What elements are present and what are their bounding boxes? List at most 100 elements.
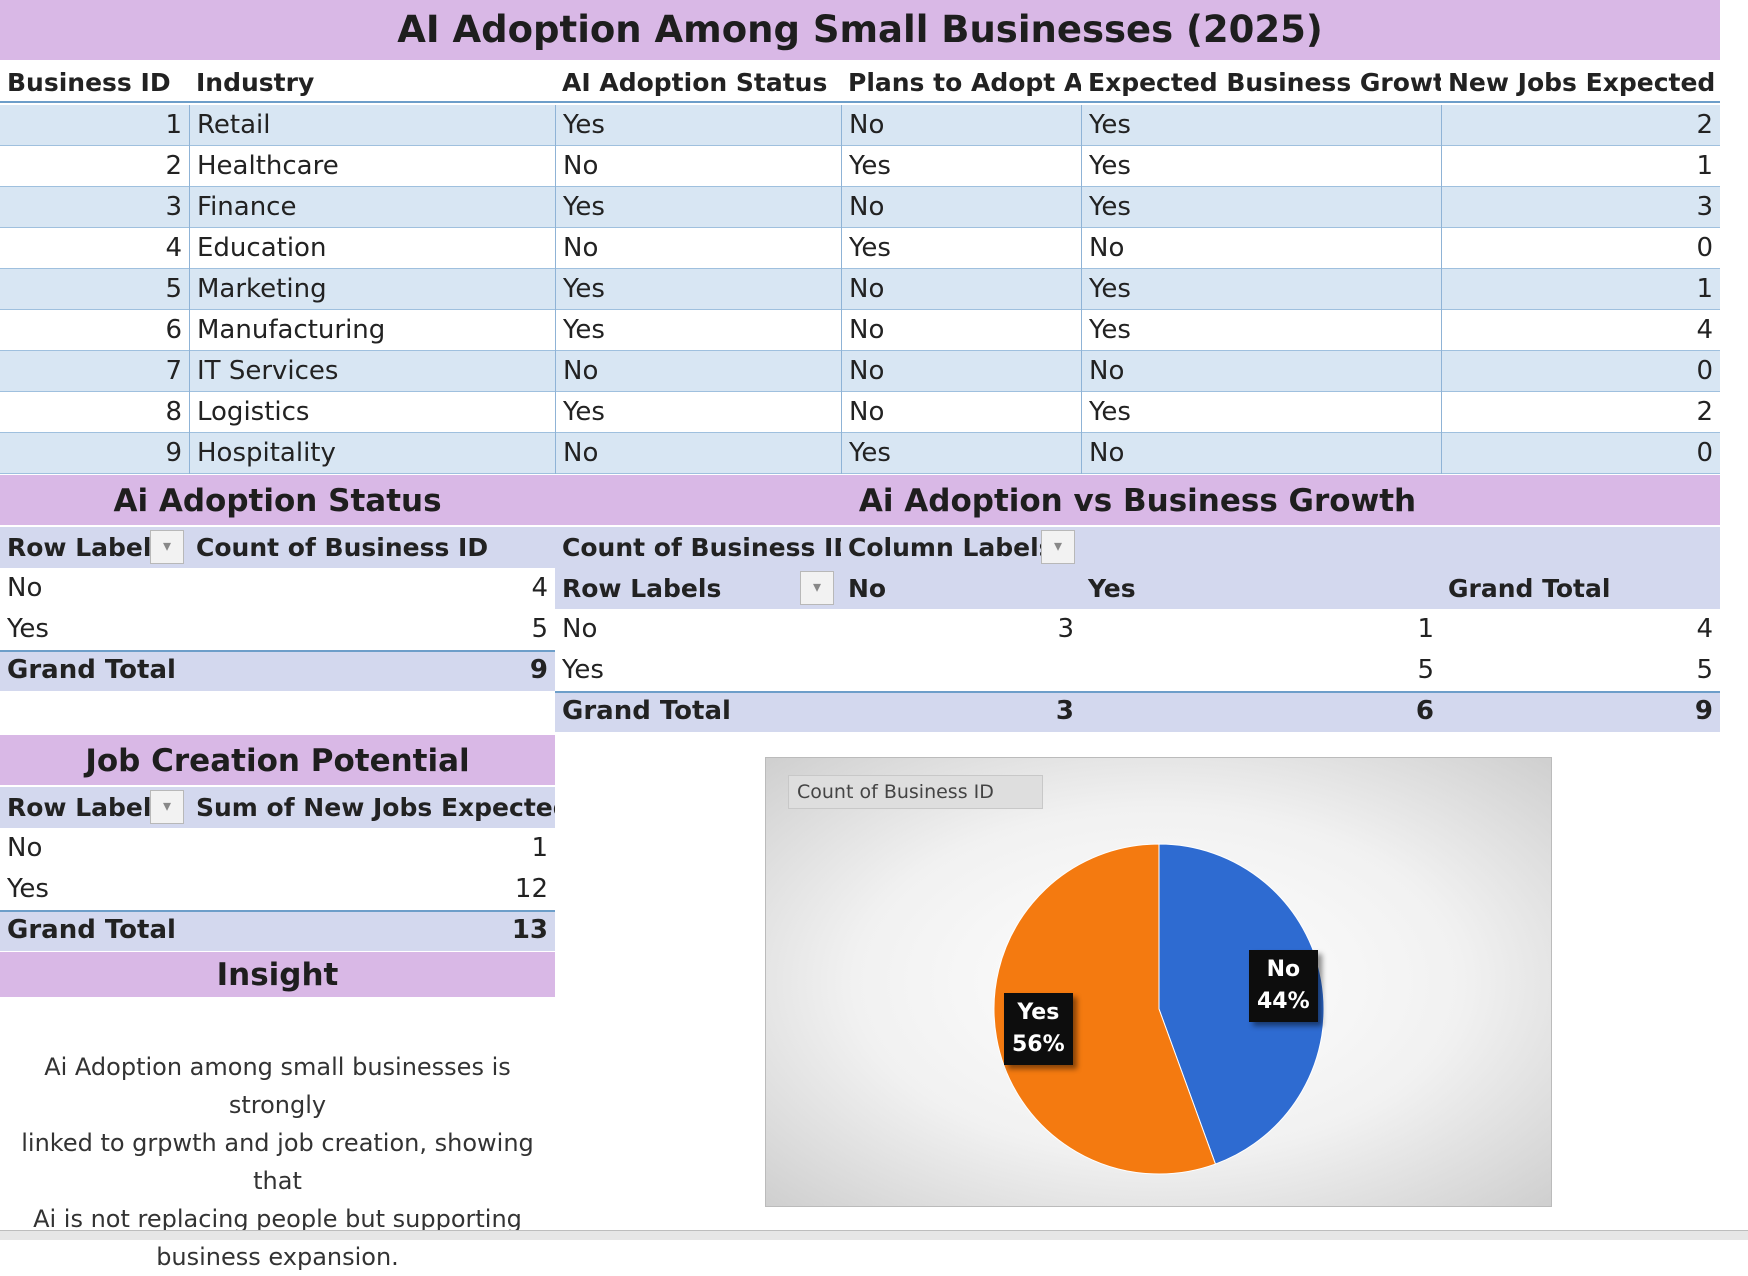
pivot-row-value: 4 [531, 573, 548, 603]
cell-industry[interactable]: Marketing [189, 269, 555, 310]
cell-expected-growth[interactable]: No [1081, 351, 1441, 392]
cell-ai-adoption[interactable]: No [555, 351, 841, 392]
pivot-row-label[interactable]: Yes [7, 614, 49, 644]
header-plans-to-adopt[interactable]: Plans to Adopt AI [848, 68, 1081, 97]
job-pivot-row-label[interactable]: Yes [7, 874, 49, 904]
cell-expected-growth[interactable]: No [1081, 433, 1441, 474]
cell-plans-to-adopt[interactable]: Yes [841, 146, 1081, 187]
header-expected-growth[interactable]: Expected Business Growth [1088, 68, 1441, 97]
table-row: 2 Healthcare No Yes Yes 1 [0, 146, 1720, 187]
cell-industry[interactable]: Finance [189, 187, 555, 228]
crosstab-row-label[interactable]: No [562, 614, 598, 644]
cell-new-jobs[interactable]: 1 [1441, 269, 1720, 310]
crosstab-row-labels[interactable]: Row Labels [562, 574, 722, 603]
job-pivot-total-value: 13 [511, 915, 548, 945]
column-labels-filter-dropdown[interactable]: ▾ [1041, 530, 1075, 564]
job-creation-pivot: Row Labels ▾ Sum of New Jobs Expected No… [0, 787, 555, 952]
cell-ai-adoption[interactable]: Yes [555, 310, 841, 351]
table-row: 4 Education No Yes No 0 [0, 228, 1720, 269]
cell-expected-growth[interactable]: No [1081, 228, 1441, 269]
cell-plans-to-adopt[interactable]: No [841, 392, 1081, 433]
job-pivot-row-label[interactable]: No [7, 833, 43, 863]
cell-business-id[interactable]: 6 [165, 315, 182, 345]
main-table-header-row: Business ID Industry AI Adoption Status … [0, 62, 1720, 103]
header-industry[interactable]: Industry [196, 68, 315, 97]
job-pivot-row-value: 12 [514, 874, 548, 904]
cell-ai-adoption[interactable]: Yes [555, 269, 841, 310]
cell-expected-growth[interactable]: Yes [1081, 392, 1441, 433]
pie-label-yes: Yes 56% [1004, 993, 1073, 1065]
pie-label-no-percent: 44% [1257, 989, 1310, 1014]
cell-expected-growth[interactable]: Yes [1081, 105, 1441, 146]
header-business-id[interactable]: Business ID [7, 68, 171, 97]
cell-plans-to-adopt[interactable]: No [841, 269, 1081, 310]
cell-new-jobs[interactable]: 3 [1441, 187, 1720, 228]
cell-industry[interactable]: Manufacturing [189, 310, 555, 351]
pie-field-button[interactable]: Count of Business ID [788, 775, 1043, 809]
cell-new-jobs[interactable]: 1 [1441, 146, 1720, 187]
pie-slice-yes[interactable] [993, 843, 1217, 1175]
insight-line: linked to grpwth and job creation, showi… [21, 1129, 534, 1195]
cell-business-id[interactable]: 8 [165, 397, 182, 427]
pivot-count-header[interactable]: Count of Business ID [196, 533, 489, 562]
crosstab-row-labels-filter-dropdown[interactable]: ▾ [800, 571, 834, 605]
cell-plans-to-adopt[interactable]: No [841, 310, 1081, 351]
pie-chart-area[interactable]: Count of Business ID No 44% Yes 56% [765, 757, 1552, 1207]
cell-ai-adoption[interactable]: No [555, 146, 841, 187]
cell-ai-adoption[interactable]: Yes [555, 392, 841, 433]
cell-plans-to-adopt[interactable]: Yes [841, 228, 1081, 269]
cell-industry[interactable]: Logistics [189, 392, 555, 433]
cell-plans-to-adopt[interactable]: Yes [841, 433, 1081, 474]
cell-plans-to-adopt[interactable]: No [841, 187, 1081, 228]
cell-industry[interactable]: Healthcare [189, 146, 555, 187]
job-row-labels-filter-dropdown[interactable]: ▾ [150, 790, 184, 824]
cell-business-id[interactable]: 3 [165, 192, 182, 222]
cell-industry[interactable]: Education [189, 228, 555, 269]
cell-business-id[interactable]: 1 [165, 110, 182, 140]
crosstab-total-label: Grand Total [562, 696, 731, 726]
cell-ai-adoption[interactable]: Yes [555, 187, 841, 228]
cell-expected-growth[interactable]: Yes [1081, 146, 1441, 187]
job-pivot-row-labels-header[interactable]: Row Labels [7, 793, 150, 822]
pie-slice-no[interactable] [1158, 843, 1325, 1165]
crosstab-row-label[interactable]: Yes [562, 655, 604, 685]
cell-new-jobs[interactable]: 0 [1441, 228, 1720, 269]
cell-business-id[interactable]: 2 [165, 151, 182, 181]
row-labels-filter-dropdown[interactable]: ▾ [150, 530, 184, 564]
cell-new-jobs[interactable]: 4 [1441, 310, 1720, 351]
header-ai-adoption-status[interactable]: AI Adoption Status [562, 68, 828, 97]
crosstab-cell: 3 [1057, 614, 1074, 644]
cell-expected-growth[interactable]: Yes [1081, 269, 1441, 310]
cell-expected-growth[interactable]: Yes [1081, 187, 1441, 228]
table-row: 3 Finance Yes No Yes 3 [0, 187, 1720, 228]
crosstab-total-cell: 6 [1415, 696, 1434, 726]
cell-business-id[interactable]: 9 [165, 438, 182, 468]
job-pivot-sum-header[interactable]: Sum of New Jobs Expected [196, 793, 555, 822]
pivot-total-label: Grand Total [7, 655, 176, 685]
cell-ai-adoption[interactable]: No [555, 228, 841, 269]
cell-business-id[interactable]: 5 [165, 274, 182, 304]
cell-plans-to-adopt[interactable]: No [841, 105, 1081, 146]
cell-ai-adoption[interactable]: No [555, 433, 841, 474]
cell-new-jobs[interactable]: 2 [1441, 105, 1720, 146]
crosstab-cell: 5 [1417, 655, 1434, 685]
pie-field-button-label: Count of Business ID [797, 781, 994, 803]
cell-plans-to-adopt[interactable]: No [841, 351, 1081, 392]
cell-expected-growth[interactable]: Yes [1081, 310, 1441, 351]
cell-new-jobs[interactable]: 0 [1441, 351, 1720, 392]
pivot-row-labels-header[interactable]: Row Labels [7, 533, 150, 562]
header-new-jobs[interactable]: New Jobs Expected [1448, 68, 1716, 97]
cell-new-jobs[interactable]: 0 [1441, 433, 1720, 474]
cell-business-id[interactable]: 7 [165, 356, 182, 386]
cell-new-jobs[interactable]: 2 [1441, 392, 1720, 433]
pivot-row-label[interactable]: No [7, 573, 43, 603]
crosstab-column-labels[interactable]: Column Labels [848, 533, 1041, 562]
cell-industry[interactable]: Hospitality [189, 433, 555, 474]
cell-ai-adoption[interactable]: Yes [555, 105, 841, 146]
crosstab-value-label: Count of Business ID [562, 533, 841, 562]
cell-industry[interactable]: Retail [189, 105, 555, 146]
adoption-status-title: Ai Adoption Status [113, 483, 442, 519]
cell-industry[interactable]: IT Services [189, 351, 555, 392]
cell-business-id[interactable]: 4 [165, 233, 182, 263]
adoption-status-pivot: Row Labels ▾ Count of Business ID No 4 Y… [0, 527, 555, 692]
